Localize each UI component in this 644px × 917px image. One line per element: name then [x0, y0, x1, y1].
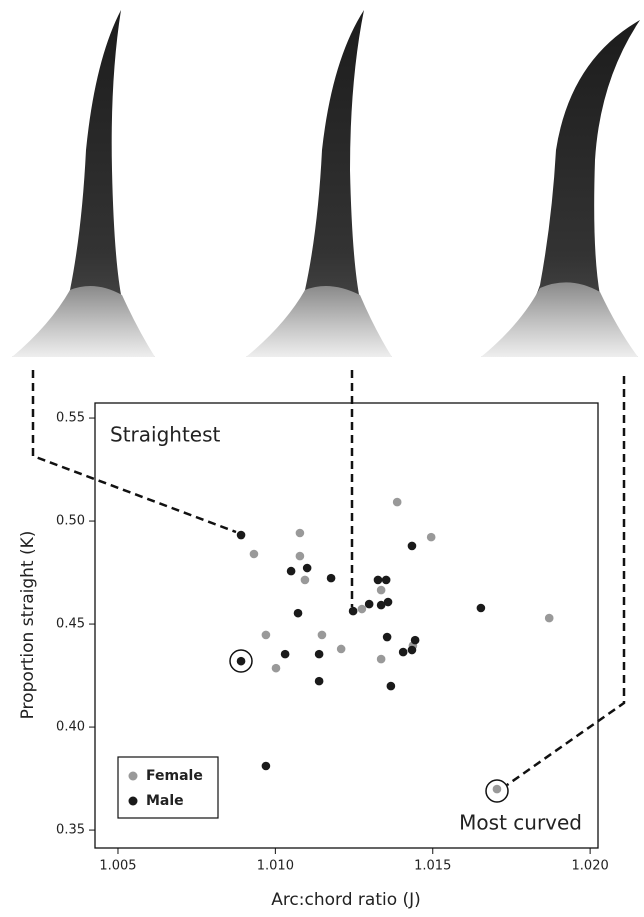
legend-label: Male [146, 793, 184, 809]
data-point [398, 647, 408, 657]
data-point [236, 530, 246, 540]
data-point [373, 575, 383, 585]
data-point [476, 603, 486, 613]
horn-photo-curved [481, 20, 640, 357]
data-point [381, 575, 391, 585]
data-point [376, 654, 386, 664]
data-point [410, 635, 420, 645]
legend-box [117, 756, 219, 819]
data-point [383, 597, 393, 607]
data-point [407, 541, 417, 551]
y-tick-label: 0.55 [56, 411, 85, 426]
annotation: Straightest [110, 423, 221, 447]
data-point [336, 644, 346, 654]
data-point [376, 600, 386, 610]
data-point [382, 632, 392, 642]
data-point [392, 497, 402, 507]
data-point [364, 599, 374, 609]
y-tick-label: 0.35 [56, 823, 85, 838]
y-axis-title: Proportion straight (K) [18, 531, 38, 720]
data-point [261, 630, 271, 640]
x-tick-label: 1.015 [414, 859, 451, 874]
y-tick-label: 0.45 [56, 617, 85, 632]
highlight-ring [229, 649, 253, 673]
data-point [280, 649, 290, 659]
x-tick-label: 1.020 [572, 859, 609, 874]
horn-photo-straight [12, 10, 155, 357]
data-point [314, 649, 324, 659]
x-tick-label: 1.005 [99, 859, 136, 874]
data-point [300, 575, 310, 585]
y-tick-label: 0.50 [56, 514, 85, 529]
plot-frame [94, 402, 599, 849]
data-point [407, 645, 417, 655]
data-point [271, 663, 281, 673]
data-point [249, 549, 259, 559]
data-point [326, 573, 336, 583]
legend-marker [128, 771, 138, 781]
x-tick-label: 1.010 [257, 859, 294, 874]
data-point [293, 608, 303, 618]
data-point [357, 604, 367, 614]
legend-marker [128, 796, 138, 806]
data-point [348, 606, 358, 616]
legend-label: Female [146, 768, 203, 784]
data-point [302, 563, 312, 573]
data-point [286, 566, 296, 576]
data-point [544, 613, 554, 623]
data-point [492, 784, 502, 794]
horn-photo-middle [246, 10, 392, 357]
data-point [236, 656, 246, 666]
leader-lines [31, 370, 626, 787]
annotation: Most curved [459, 811, 582, 835]
data-point [295, 528, 305, 538]
data-point [426, 532, 436, 542]
data-point [314, 676, 324, 686]
data-point [317, 630, 327, 640]
x-axis-title: Arc:chord ratio (J) [271, 890, 421, 910]
data-point [386, 681, 396, 691]
data-point [295, 551, 305, 561]
y-tick-label: 0.40 [56, 720, 85, 735]
highlight-ring [485, 779, 509, 803]
data-point [376, 585, 386, 595]
data-point [261, 761, 271, 771]
